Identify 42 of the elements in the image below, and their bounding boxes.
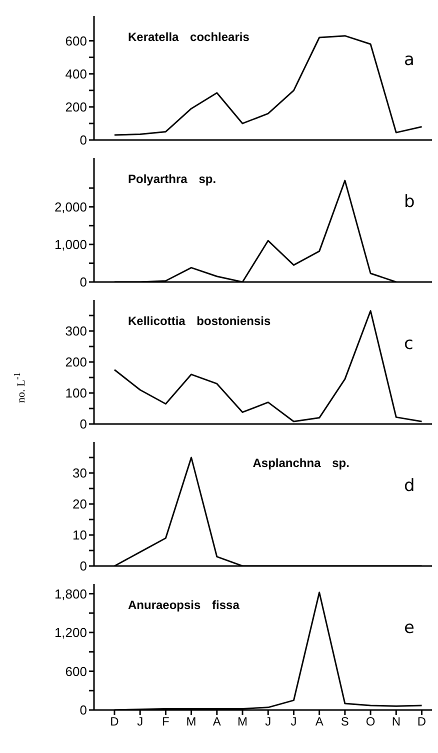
y-tick-label: 1,000	[54, 237, 87, 252]
x-tick-label: O	[366, 714, 376, 729]
x-tick-label: F	[162, 714, 170, 729]
text: Keratella cochlearis	[128, 30, 250, 44]
annotation: b	[404, 192, 415, 212]
y-tick-label: 100	[65, 386, 87, 401]
y-tick-label: 300	[65, 324, 87, 339]
text: Kellicottia bostoniensis	[128, 314, 271, 328]
annotation: d	[404, 476, 415, 496]
y-tick-label: 2,000	[54, 199, 87, 214]
x-tick-label: S	[340, 714, 349, 729]
text: Polyarthra sp.	[128, 172, 216, 186]
annotation: a	[404, 50, 414, 70]
text: Asplanchna sp.	[252, 456, 350, 470]
x-tick-label: M	[238, 714, 248, 729]
x-tick-label: J	[290, 714, 297, 729]
y-tick-label: 600	[65, 33, 87, 48]
x-tick-label: M	[186, 714, 196, 729]
y-tick-label: 600	[65, 664, 87, 679]
annotation: e	[404, 618, 414, 638]
y-tick-label: 10	[72, 528, 87, 543]
x-tick-label: D	[417, 714, 426, 729]
y-tick-label: 20	[72, 496, 87, 512]
x-tick-label: N	[392, 714, 400, 729]
y-tick-label: 1,800	[54, 586, 87, 602]
y-tick-label: 200	[65, 100, 87, 115]
x-tick-label: A	[212, 714, 221, 729]
annotation: c	[404, 334, 414, 354]
y-tick-label: 0	[80, 416, 87, 432]
x-tick-label: J	[265, 714, 272, 729]
y-tick-label: 200	[65, 354, 87, 370]
y-tick-label: 0	[80, 274, 87, 290]
text: Anuraeopsis fissa	[128, 598, 240, 612]
y-tick-label: 1,200	[54, 625, 87, 640]
y-tick-label: 0	[80, 132, 87, 148]
y-tick-label: 0	[80, 558, 87, 574]
x-tick-label: A	[315, 714, 324, 729]
x-tick-label: D	[110, 714, 120, 729]
x-tick-label: J	[137, 714, 144, 729]
y-tick-label: 0	[80, 702, 87, 718]
y-tick-label: 400	[65, 66, 87, 82]
y-tick-label: 30	[72, 466, 87, 481]
